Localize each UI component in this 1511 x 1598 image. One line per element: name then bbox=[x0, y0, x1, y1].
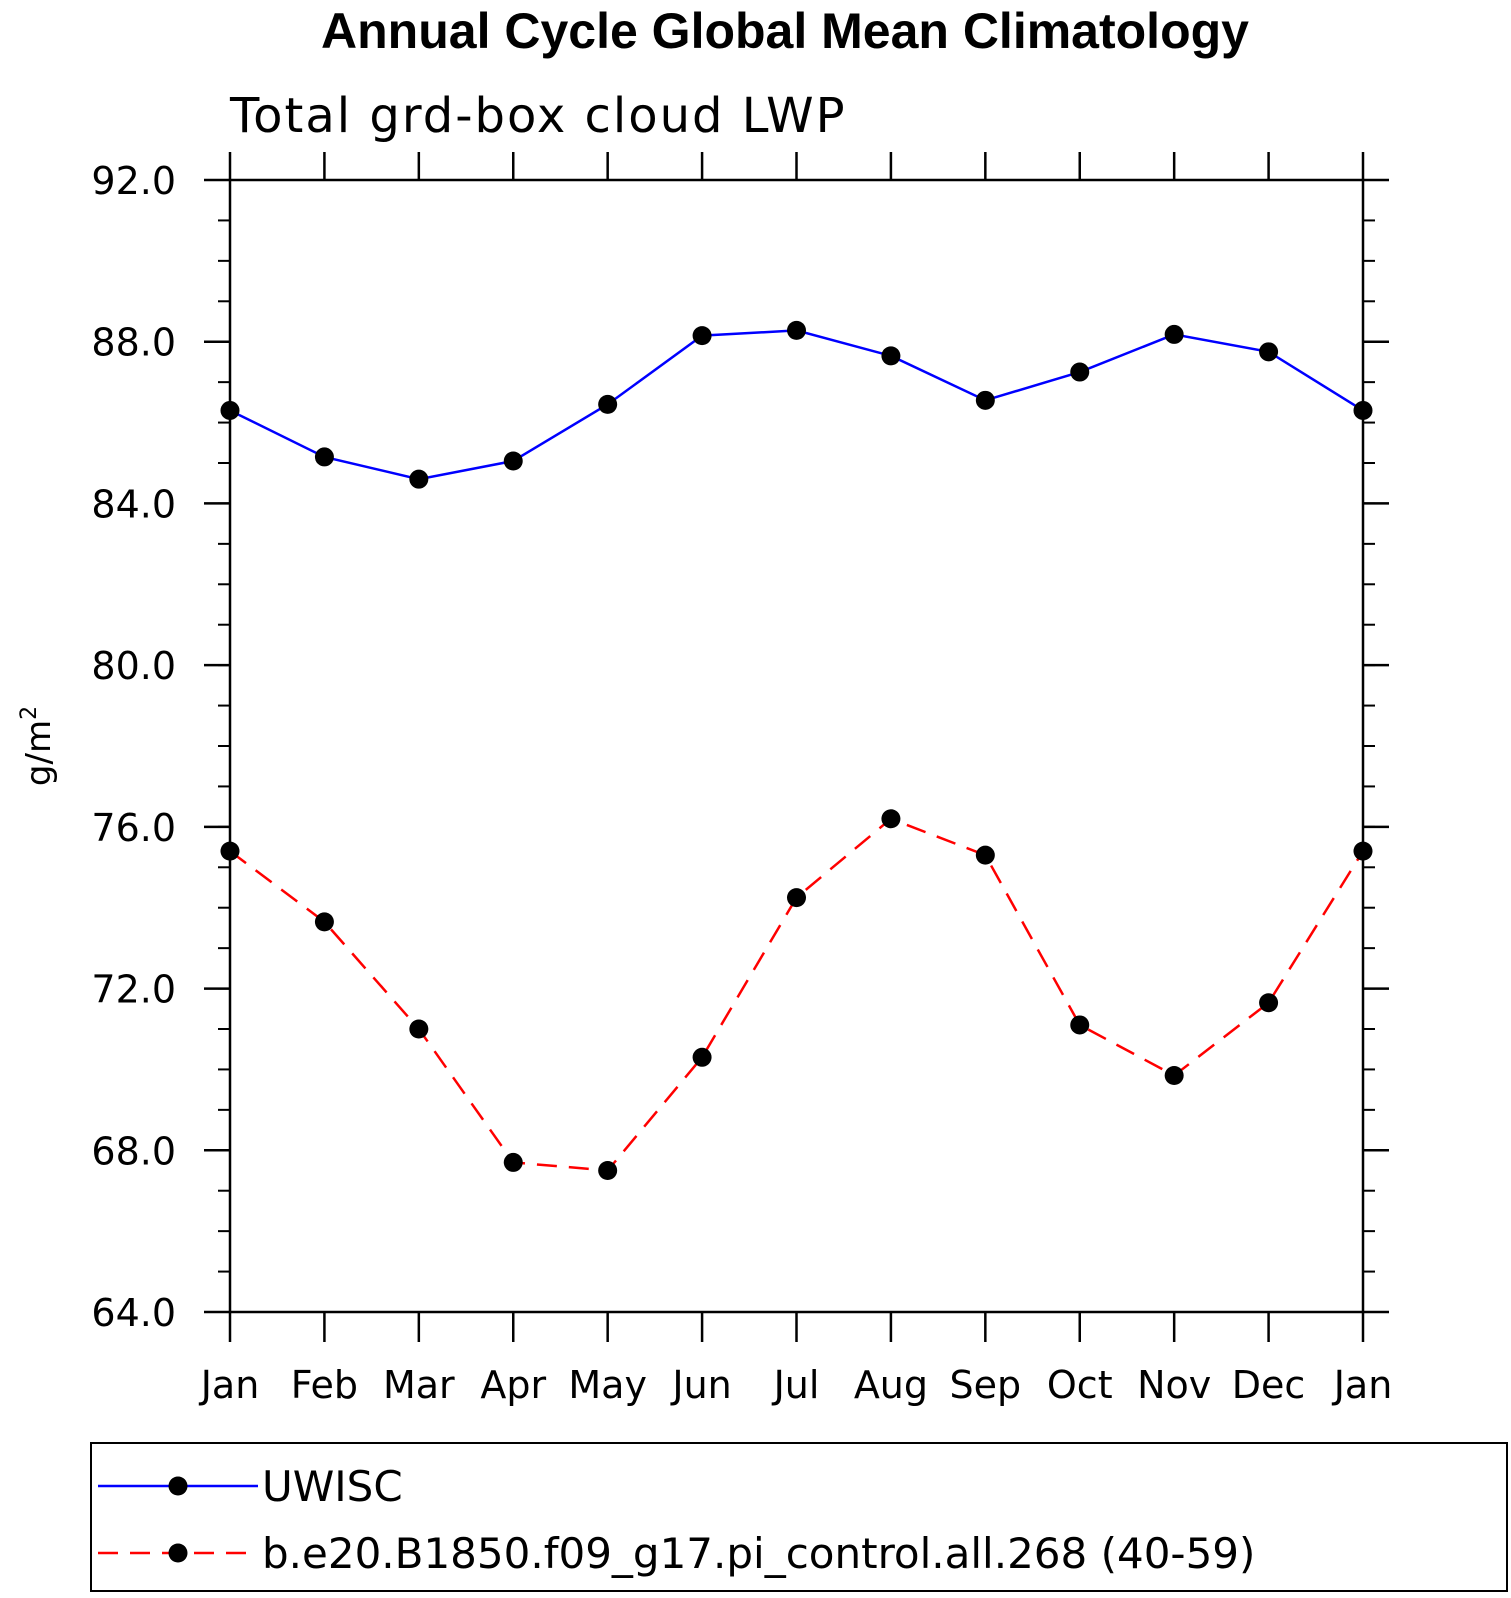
series-1-point bbox=[1070, 1015, 1090, 1035]
legend-marker-1 bbox=[168, 1543, 188, 1563]
series-1-point bbox=[1259, 993, 1279, 1013]
series-0-point bbox=[409, 469, 429, 489]
x-tick-label: Jun bbox=[670, 1363, 731, 1407]
series-1-point bbox=[975, 845, 995, 865]
y-tick-labels: 64.0 68.0 72.0 76.0 80.0 84.0 88.0 92.0 bbox=[91, 159, 176, 1335]
series-0-point bbox=[314, 447, 334, 467]
x-tick-label: Apr bbox=[480, 1363, 546, 1407]
y-tick-label: 84.0 bbox=[91, 482, 176, 526]
series-1-point bbox=[881, 809, 901, 829]
y-tick-label: 68.0 bbox=[91, 1129, 176, 1173]
series-0-point bbox=[692, 326, 712, 346]
series-1-point bbox=[503, 1152, 523, 1172]
x-tick-label: Jan bbox=[199, 1363, 260, 1407]
y-tick-label: 64.0 bbox=[91, 1291, 176, 1335]
y-tick-label: 80.0 bbox=[91, 644, 176, 688]
y-axis-label: g/m2 bbox=[17, 706, 59, 786]
x-tick-label: Sep bbox=[950, 1363, 1022, 1407]
series-1-point bbox=[692, 1047, 712, 1067]
legend-box bbox=[90, 1442, 1508, 1592]
y-tick-label: 76.0 bbox=[91, 806, 176, 850]
chart-title: Annual Cycle Global Mean Climatology bbox=[321, 3, 1249, 59]
series-0-point bbox=[220, 400, 240, 420]
y-tick-label: 72.0 bbox=[91, 968, 176, 1012]
series-1-point bbox=[409, 1019, 429, 1039]
series-0-point bbox=[598, 394, 618, 414]
series-0-point bbox=[1070, 362, 1090, 382]
chart-subtitle: Total grd-box cloud LWP bbox=[229, 88, 847, 144]
x-tick-label: Oct bbox=[1047, 1363, 1113, 1407]
y-tick-label: 88.0 bbox=[91, 321, 176, 365]
series-1-point bbox=[598, 1161, 618, 1180]
y-axis-label-superscript: 2 bbox=[17, 706, 42, 720]
series-line-0 bbox=[229, 329, 1364, 481]
plot-frame bbox=[228, 178, 1365, 1314]
x-tick-label: Aug bbox=[854, 1363, 928, 1407]
series-line-1 bbox=[229, 817, 1365, 1172]
x-tick-label: May bbox=[568, 1363, 647, 1407]
series-0-point bbox=[1353, 400, 1373, 420]
series-0-point bbox=[1259, 342, 1279, 362]
series-0-point bbox=[1164, 324, 1184, 344]
legend-marker-0 bbox=[168, 1476, 188, 1496]
legend-item-0: UWISC bbox=[98, 1462, 403, 1511]
x-tick-label: Feb bbox=[291, 1363, 358, 1407]
x-tick-label: Jul bbox=[772, 1363, 820, 1407]
x-tick-label: Dec bbox=[1232, 1363, 1306, 1407]
series-0-point bbox=[503, 451, 523, 471]
series-0-point bbox=[975, 390, 995, 410]
series-0-point bbox=[787, 320, 806, 340]
series-1-point bbox=[220, 841, 240, 861]
x-tick-label: Jan bbox=[1332, 1363, 1393, 1407]
series-0-point bbox=[881, 346, 901, 366]
axis-ticks bbox=[204, 152, 1389, 1342]
x-tick-label: Nov bbox=[1137, 1363, 1211, 1407]
legend-label-1: b.e20.B1850.f09_g17.pi_control.all.268 (… bbox=[262, 1529, 1255, 1578]
x-tick-labels: Jan Feb Mar Apr May Jun Jul Aug Sep Oct Nov Dec Jan bbox=[199, 1363, 1393, 1407]
legend-label-0: UWISC bbox=[262, 1462, 403, 1511]
y-tick-label: 92.0 bbox=[91, 159, 176, 203]
series-1-point bbox=[314, 912, 334, 932]
series-1-point bbox=[1353, 841, 1373, 861]
legend-item-1: b.e20.B1850.f09_g17.pi_control.all.268 (… bbox=[98, 1529, 1255, 1578]
series-1-point bbox=[787, 888, 806, 908]
series-1-point bbox=[1164, 1065, 1184, 1085]
series-layer bbox=[220, 320, 1373, 1180]
x-tick-label: Mar bbox=[383, 1363, 455, 1407]
